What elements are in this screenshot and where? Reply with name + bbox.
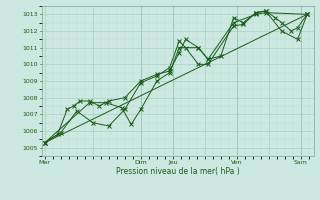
X-axis label: Pression niveau de la mer( hPa ): Pression niveau de la mer( hPa ) [116,167,239,176]
